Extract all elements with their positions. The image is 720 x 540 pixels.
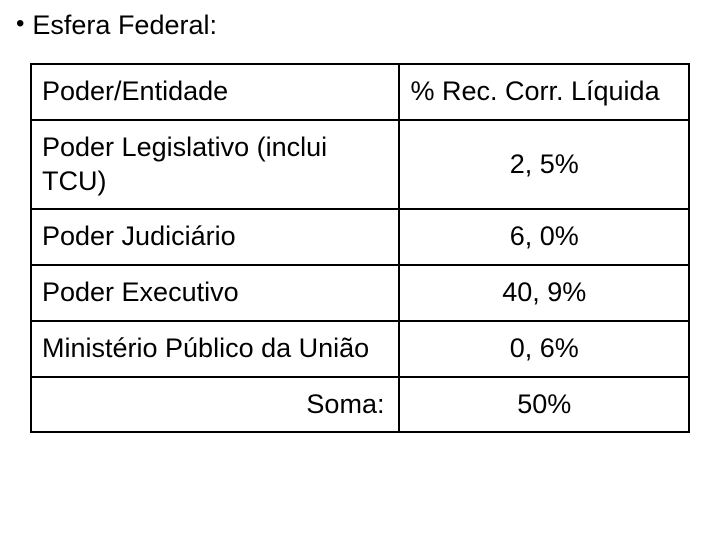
bullet-icon: • bbox=[16, 8, 24, 39]
header-col-entity: Poder/Entidade bbox=[31, 64, 399, 120]
row-value: 0, 6% bbox=[399, 321, 689, 377]
heading-bullet-line: • Esfera Federal: bbox=[16, 8, 712, 43]
header-col-percent: % Rec. Corr. Líquida bbox=[399, 64, 689, 120]
row-entity: Poder Executivo bbox=[31, 265, 399, 321]
row-entity: Poder Judiciário bbox=[31, 209, 399, 265]
row-value: 6, 0% bbox=[399, 209, 689, 265]
table-row: Ministério Público da União 0, 6% bbox=[31, 321, 689, 377]
total-label: Soma: bbox=[31, 377, 399, 433]
data-table: Poder/Entidade % Rec. Corr. Líquida Pode… bbox=[30, 63, 690, 433]
table-container: Poder/Entidade % Rec. Corr. Líquida Pode… bbox=[30, 63, 690, 433]
heading-text: Esfera Federal: bbox=[32, 8, 217, 43]
table-row: Poder Judiciário 6, 0% bbox=[31, 209, 689, 265]
total-value: 50% bbox=[399, 377, 689, 433]
table-total-row: Soma: 50% bbox=[31, 377, 689, 433]
table-header-row: Poder/Entidade % Rec. Corr. Líquida bbox=[31, 64, 689, 120]
row-value: 2, 5% bbox=[399, 120, 689, 210]
row-entity: Poder Legislativo (inclui TCU) bbox=[31, 120, 399, 210]
table-row: Poder Legislativo (inclui TCU) 2, 5% bbox=[31, 120, 689, 210]
row-value: 40, 9% bbox=[399, 265, 689, 321]
row-entity: Ministério Público da União bbox=[31, 321, 399, 377]
table-row: Poder Executivo 40, 9% bbox=[31, 265, 689, 321]
